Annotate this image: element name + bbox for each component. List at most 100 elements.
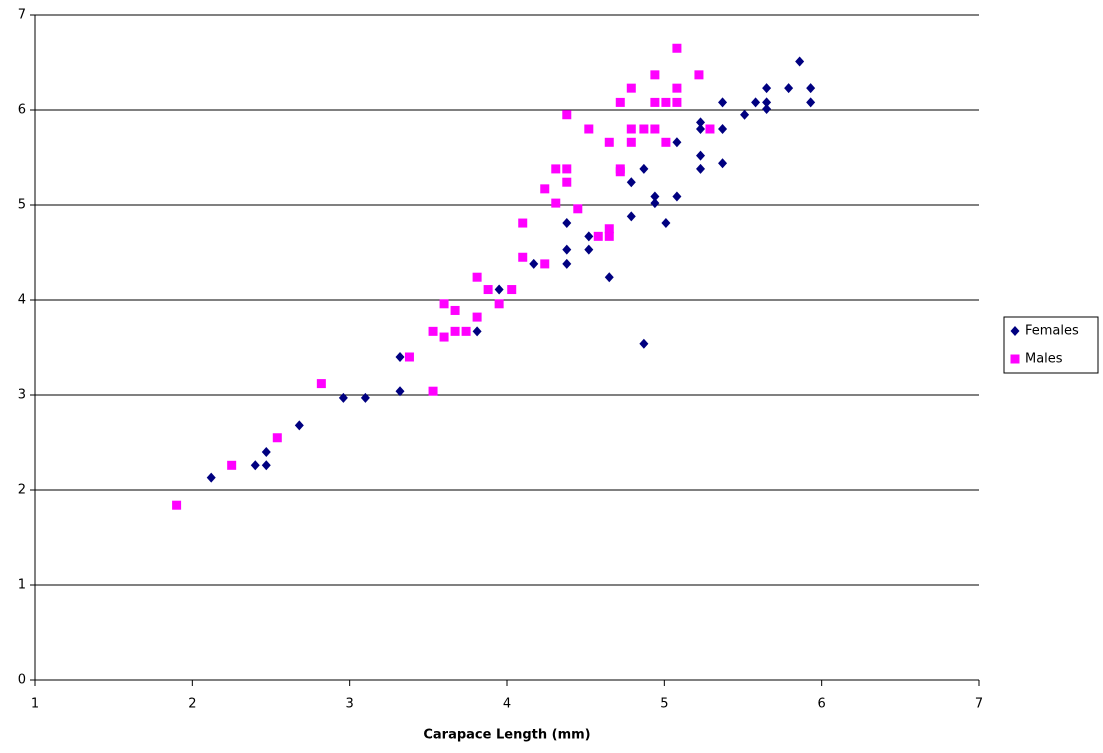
y-tick-label: 1 [18, 578, 26, 593]
data-point [795, 56, 805, 67]
data-point [661, 137, 671, 147]
data-point [472, 272, 482, 282]
legend-marker [1010, 326, 1020, 336]
data-point [562, 177, 572, 187]
y-tick-label: 2 [18, 483, 26, 498]
data-point [740, 109, 750, 120]
y-tick-label: 6 [18, 103, 26, 118]
data-point [650, 191, 660, 202]
data-point [573, 204, 583, 214]
data-point [551, 164, 561, 174]
data-point [584, 124, 594, 134]
data-point [294, 420, 304, 431]
data-point [395, 352, 405, 362]
data-point [461, 326, 471, 336]
data-point [450, 305, 460, 315]
data-point [472, 312, 482, 322]
data-point [604, 231, 614, 241]
data-point [696, 117, 706, 128]
data-point [604, 224, 614, 234]
data-point [696, 163, 706, 174]
x-tick-label: 7 [975, 697, 983, 712]
data-point [650, 97, 660, 107]
data-point [718, 124, 728, 134]
data-point [718, 97, 728, 108]
data-point [439, 332, 449, 342]
data-point [562, 258, 572, 269]
data-point [562, 164, 572, 174]
data-point [584, 231, 594, 242]
data-point [696, 150, 706, 161]
y-tick-label: 3 [18, 388, 26, 403]
y-tick-label: 4 [18, 293, 26, 308]
data-point [615, 167, 625, 177]
data-point [696, 124, 706, 134]
data-point [718, 158, 728, 169]
data-point [272, 433, 282, 443]
data-point [562, 218, 572, 229]
data-point [507, 285, 517, 295]
data-point [584, 244, 594, 255]
data-point [518, 218, 528, 228]
data-point [261, 447, 271, 457]
legend-label: Females [1025, 324, 1079, 339]
data-point [626, 211, 636, 222]
data-point [626, 83, 636, 93]
x-axis-title: Carapace Length (mm) [423, 728, 590, 743]
data-point [518, 252, 528, 262]
data-point [562, 244, 572, 255]
data-point [562, 110, 572, 120]
x-tick-label: 4 [503, 697, 511, 712]
data-point [672, 83, 682, 93]
data-point [639, 163, 649, 174]
data-point [806, 83, 816, 94]
data-point [694, 70, 704, 80]
data-point [250, 460, 260, 471]
legend-box [1003, 316, 1099, 374]
data-point [360, 392, 370, 403]
data-point [338, 392, 348, 403]
data-point [650, 198, 660, 209]
data-point [472, 326, 482, 337]
data-point [626, 177, 636, 188]
data-point [672, 191, 682, 202]
data-point [494, 284, 504, 295]
x-tick-label: 5 [660, 697, 668, 712]
data-point [762, 104, 772, 115]
data-point [672, 137, 682, 148]
y-tick-label: 7 [18, 8, 26, 23]
data-point [540, 259, 550, 269]
data-point [639, 124, 649, 134]
data-point [439, 299, 449, 309]
data-point [661, 218, 671, 229]
data-point [806, 97, 816, 108]
data-point [529, 258, 539, 269]
data-point [227, 460, 237, 470]
data-point [661, 97, 671, 107]
data-point [395, 386, 405, 397]
data-point [626, 124, 636, 134]
data-point [762, 83, 772, 94]
data-point [172, 500, 182, 510]
data-point [206, 472, 216, 483]
data-point [540, 184, 550, 194]
data-point [261, 460, 271, 471]
x-tick-label: 3 [346, 697, 354, 712]
data-point [604, 137, 614, 147]
x-tick-label: 6 [818, 697, 826, 712]
data-point [762, 97, 772, 108]
data-point [615, 97, 625, 107]
data-point [604, 272, 614, 283]
data-point [705, 124, 715, 134]
x-tick-label: 2 [188, 697, 196, 712]
data-point [650, 70, 660, 80]
data-point [784, 83, 794, 94]
data-point [551, 198, 561, 208]
data-point [428, 386, 438, 396]
data-point [639, 338, 649, 349]
data-point [404, 352, 414, 362]
data-point [672, 97, 682, 107]
y-tick-label: 0 [18, 673, 26, 688]
data-point [494, 299, 504, 309]
